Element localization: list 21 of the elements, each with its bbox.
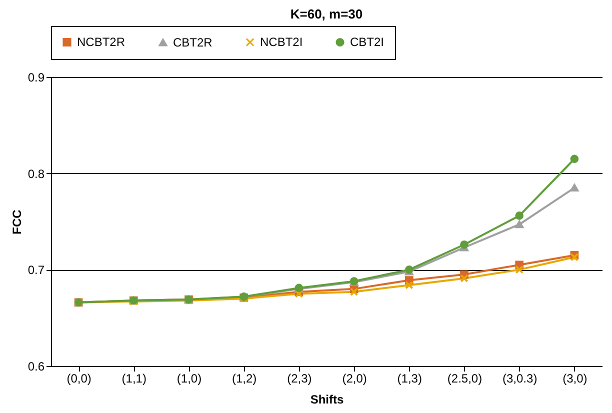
x-tick-label: (3,0): [562, 372, 588, 386]
legend-label: CBT2R: [173, 35, 213, 50]
y-tick-label: 0.7: [28, 263, 45, 278]
chart-title: K=60, m=30: [290, 6, 363, 22]
x-tick-label: (2.5,0): [447, 372, 482, 386]
legend-label: NCBT2R: [77, 35, 126, 50]
y-tick-label: 0.6: [28, 360, 45, 374]
x-tick-label: (2,0): [342, 372, 367, 386]
x-axis-title: Shifts: [310, 392, 344, 406]
legend-label: NCBT2I: [260, 35, 303, 50]
x-tick-label: (1,1): [122, 372, 146, 386]
legend-label: CBT2I: [350, 35, 384, 50]
x-tick-label: (1,2): [232, 372, 257, 386]
y-axis-title: FCC: [10, 209, 24, 234]
y-tick-label: 0.8: [28, 166, 45, 181]
x-tick-label: (3,0.3): [502, 372, 538, 386]
y-tick-label: 0.9: [28, 70, 45, 84]
x-tick-label: (1,3): [397, 372, 422, 386]
x-tick-label: (2,3): [287, 372, 312, 386]
x-tick-label: (0,0): [66, 372, 92, 386]
x-tick-label: (1,0): [176, 372, 202, 386]
